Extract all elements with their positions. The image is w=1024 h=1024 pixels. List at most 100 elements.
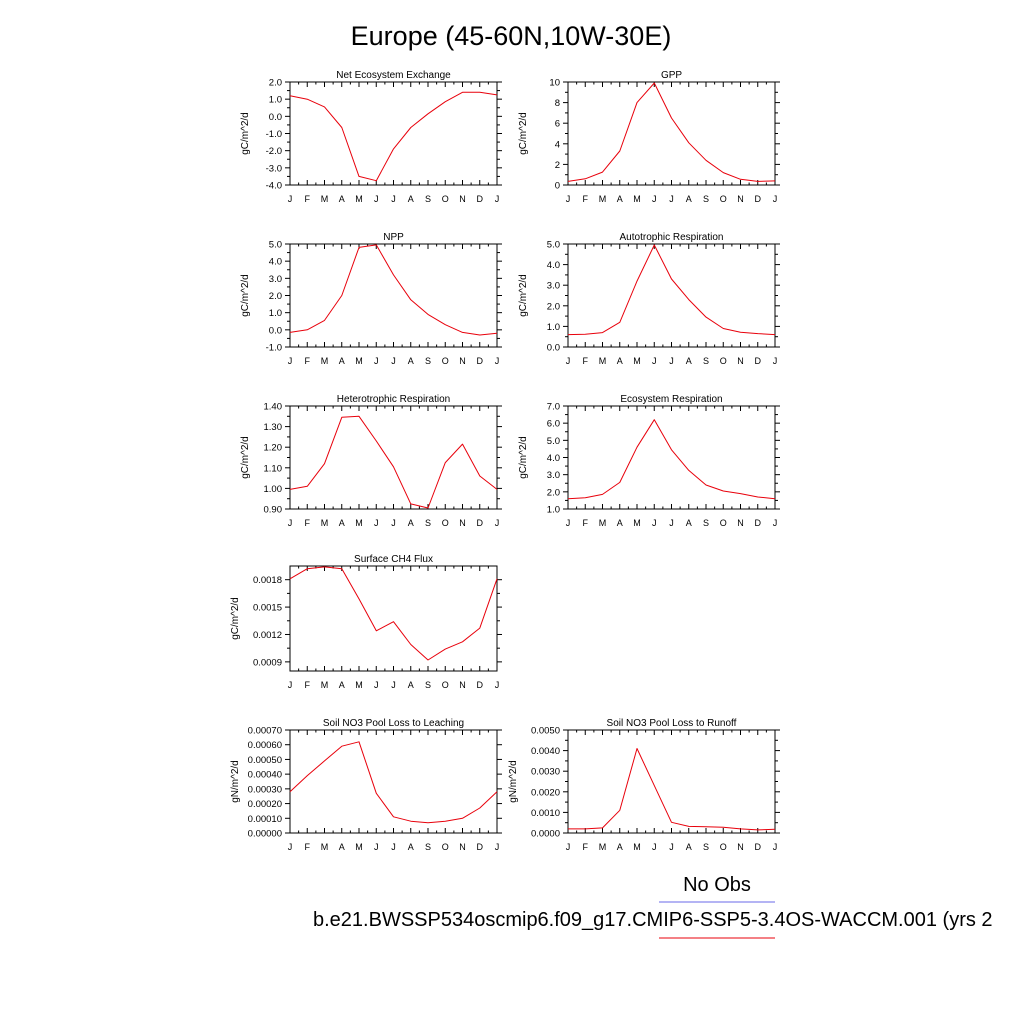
- x-tick-label: M: [599, 518, 607, 528]
- x-tick-label: M: [355, 356, 363, 366]
- legend-label: No Obs: [683, 874, 751, 896]
- x-tick-label: F: [583, 194, 589, 204]
- x-tick-label: O: [442, 356, 449, 366]
- y-tick-label: 3.0: [269, 274, 282, 285]
- panel-frame: [289, 729, 498, 834]
- x-tick-label: J: [495, 842, 500, 852]
- x-tick-label: A: [339, 356, 345, 366]
- x-tick-label: D: [477, 842, 484, 852]
- y-tick-label: 0: [555, 181, 560, 192]
- x-tick-label: F: [305, 356, 311, 366]
- y-tick-label: 0.00060: [248, 740, 282, 751]
- x-tick-label: D: [755, 518, 762, 528]
- y-axis-label: gN/m^2/d: [230, 760, 241, 803]
- y-tick-label: 3.0: [547, 281, 560, 292]
- x-tick-label: O: [442, 194, 449, 204]
- x-tick-label: M: [321, 356, 329, 366]
- x-tick-label: M: [355, 194, 363, 204]
- y-tick-label: 0.00010: [248, 814, 282, 825]
- y-tick-label: 1.30: [264, 422, 283, 433]
- x-tick-label: J: [773, 842, 778, 852]
- x-tick-label: N: [459, 680, 466, 690]
- y-tick-label: 0.0: [269, 325, 282, 336]
- panel-title: Ecosystem Respiration: [620, 394, 722, 405]
- x-tick-label: N: [737, 842, 744, 852]
- x-tick-label: N: [737, 194, 744, 204]
- x-tick-label: J: [288, 356, 293, 366]
- x-tick-label: A: [408, 842, 414, 852]
- y-tick-label: -3.0: [266, 163, 282, 174]
- series-line: [289, 244, 498, 336]
- series-line: [289, 566, 498, 661]
- y-tick-label: 0.00040: [248, 770, 282, 781]
- x-tick-label: J: [391, 194, 396, 204]
- x-tick-label: J: [391, 356, 396, 366]
- panel-8: Soil NO3 Pool Loss to Leaching gN/m^2/d J F…: [230, 718, 502, 852]
- y-tick-label: 8: [555, 98, 560, 109]
- y-axis-label: gC/m^2/d: [518, 436, 529, 479]
- x-tick-label: A: [408, 680, 414, 690]
- x-tick-label: J: [374, 194, 379, 204]
- x-tick-label: S: [703, 842, 709, 852]
- panel-frame: [567, 243, 776, 348]
- x-tick-label: D: [755, 356, 762, 366]
- panel-title: Surface CH4 Flux: [354, 554, 433, 565]
- x-tick-label: F: [583, 842, 589, 852]
- x-tick-label: F: [305, 194, 311, 204]
- x-tick-label: J: [669, 356, 674, 366]
- x-tick-label: S: [425, 518, 431, 528]
- y-tick-label: 2.0: [547, 301, 560, 312]
- x-tick-label: J: [566, 842, 571, 852]
- x-tick-label: J: [374, 356, 379, 366]
- panel-frame: [567, 405, 776, 510]
- x-tick-label: M: [633, 842, 641, 852]
- x-tick-label: A: [339, 680, 345, 690]
- y-tick-label: 1.10: [264, 463, 283, 474]
- x-tick-label: J: [288, 194, 293, 204]
- x-tick-label: A: [339, 518, 345, 528]
- x-tick-label: M: [321, 842, 329, 852]
- y-tick-label: 0.00050: [248, 755, 282, 766]
- x-tick-label: S: [703, 194, 709, 204]
- y-tick-label: 4.0: [547, 453, 560, 464]
- x-tick-label: D: [477, 194, 484, 204]
- panel-title: Soil NO3 Pool Loss to Leaching: [323, 718, 464, 729]
- x-tick-label: F: [305, 842, 311, 852]
- x-tick-label: M: [633, 356, 641, 366]
- x-tick-label: O: [442, 680, 449, 690]
- y-tick-label: 4: [555, 139, 560, 150]
- y-tick-label: 5.0: [547, 240, 560, 251]
- y-tick-label: 7.0: [547, 402, 560, 413]
- y-tick-label: 0.0018: [253, 575, 282, 586]
- x-tick-label: J: [566, 356, 571, 366]
- x-tick-label: O: [720, 356, 727, 366]
- x-tick-label: D: [755, 842, 762, 852]
- x-tick-label: J: [652, 842, 657, 852]
- x-tick-label: J: [391, 842, 396, 852]
- x-tick-label: A: [617, 518, 623, 528]
- y-tick-label: 5.0: [547, 436, 560, 447]
- x-tick-label: J: [773, 356, 778, 366]
- x-tick-label: F: [583, 518, 589, 528]
- x-tick-label: J: [391, 680, 396, 690]
- x-tick-label: N: [459, 194, 466, 204]
- x-tick-label: J: [669, 842, 674, 852]
- panel-frame: [567, 81, 776, 186]
- x-tick-label: A: [686, 194, 692, 204]
- y-tick-label: 1.0: [269, 308, 282, 319]
- y-axis-label: gC/m^2/d: [230, 597, 241, 640]
- y-tick-label: 1.0: [547, 322, 560, 333]
- x-tick-label: M: [599, 842, 607, 852]
- series-line: [289, 741, 498, 824]
- y-tick-label: 0.00030: [248, 784, 282, 795]
- y-tick-label: 0.0: [269, 112, 282, 123]
- x-tick-label: O: [442, 518, 449, 528]
- x-tick-label: D: [477, 680, 484, 690]
- x-tick-label: M: [355, 680, 363, 690]
- panel-title: Heterotrophic Respiration: [337, 394, 450, 405]
- x-tick-label: N: [459, 356, 466, 366]
- panel-frame: [289, 565, 498, 672]
